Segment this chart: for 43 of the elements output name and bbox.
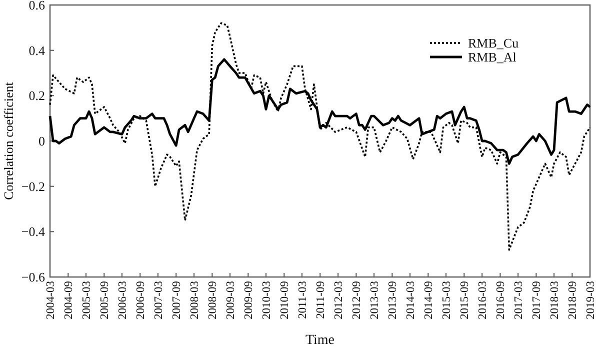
- x-tick-label: 2005-09: [99, 280, 112, 320]
- y-tick-label: −0.2: [21, 178, 45, 194]
- x-tick-label: 2010-09: [279, 280, 292, 320]
- x-tick-label: 2010-03: [260, 280, 273, 320]
- x-tick-label: 2009-09: [243, 280, 256, 320]
- x-tick-label: 2012-09: [351, 280, 364, 320]
- x-tick-label: 2014-03: [405, 280, 417, 320]
- x-tick-label: 2004-03: [45, 280, 57, 320]
- y-tick-label: −0.4: [21, 224, 46, 240]
- x-tick-label: 2016-03: [477, 280, 490, 320]
- line-series: [49, 22, 591, 251]
- x-tick-label: 2007-03: [152, 280, 165, 320]
- x-tick-label: 2005-03: [80, 280, 93, 320]
- x-tick-label: 2004-09: [63, 280, 76, 320]
- x-tick-label: 2018-09: [567, 280, 580, 320]
- x-tick-label: 2016-09: [495, 280, 508, 320]
- x-tick-label: 2006-09: [135, 280, 148, 320]
- x-tick-label: 2018-03: [549, 280, 562, 320]
- x-tick-label: 2015-03: [440, 280, 453, 320]
- x-tick-label: 2006-03: [116, 280, 129, 320]
- y-tick-label: −0.6: [21, 270, 46, 284]
- x-tick-label: 2008-03: [189, 280, 202, 320]
- x-tick-label: 2017-03: [513, 280, 526, 320]
- y-axis-title: Correlation coefficient: [1, 82, 16, 200]
- x-tick-label: 2009-03: [225, 280, 237, 320]
- x-tick-label: 2007-09: [171, 280, 184, 320]
- legend-label: RMB_Cu: [468, 36, 520, 50]
- x-tick-label: 2017-09: [531, 280, 544, 320]
- y-tick-label: 0.4: [28, 42, 46, 58]
- x-tick-label: 2011-03: [296, 280, 309, 319]
- x-tick-label: 2008-09: [207, 280, 220, 320]
- y-tick-label: 0.6: [28, 0, 46, 12]
- x-tick-label: 2011-09: [315, 280, 328, 319]
- legend-label: RMB_Al: [468, 50, 517, 64]
- x-tick-label: 2015-09: [459, 280, 472, 320]
- x-tick-label: 2012-03: [333, 280, 346, 320]
- y-tick-label: 0.2: [28, 88, 45, 104]
- x-tick-label: 2013-03: [369, 280, 382, 320]
- x-tick-label: 2013-09: [387, 280, 400, 320]
- x-axis-title: Time: [305, 333, 335, 347]
- x-tick-label: 2014-09: [423, 280, 436, 320]
- x-tick-label: 2019-03: [585, 280, 597, 320]
- y-tick-label: 0: [38, 134, 45, 148]
